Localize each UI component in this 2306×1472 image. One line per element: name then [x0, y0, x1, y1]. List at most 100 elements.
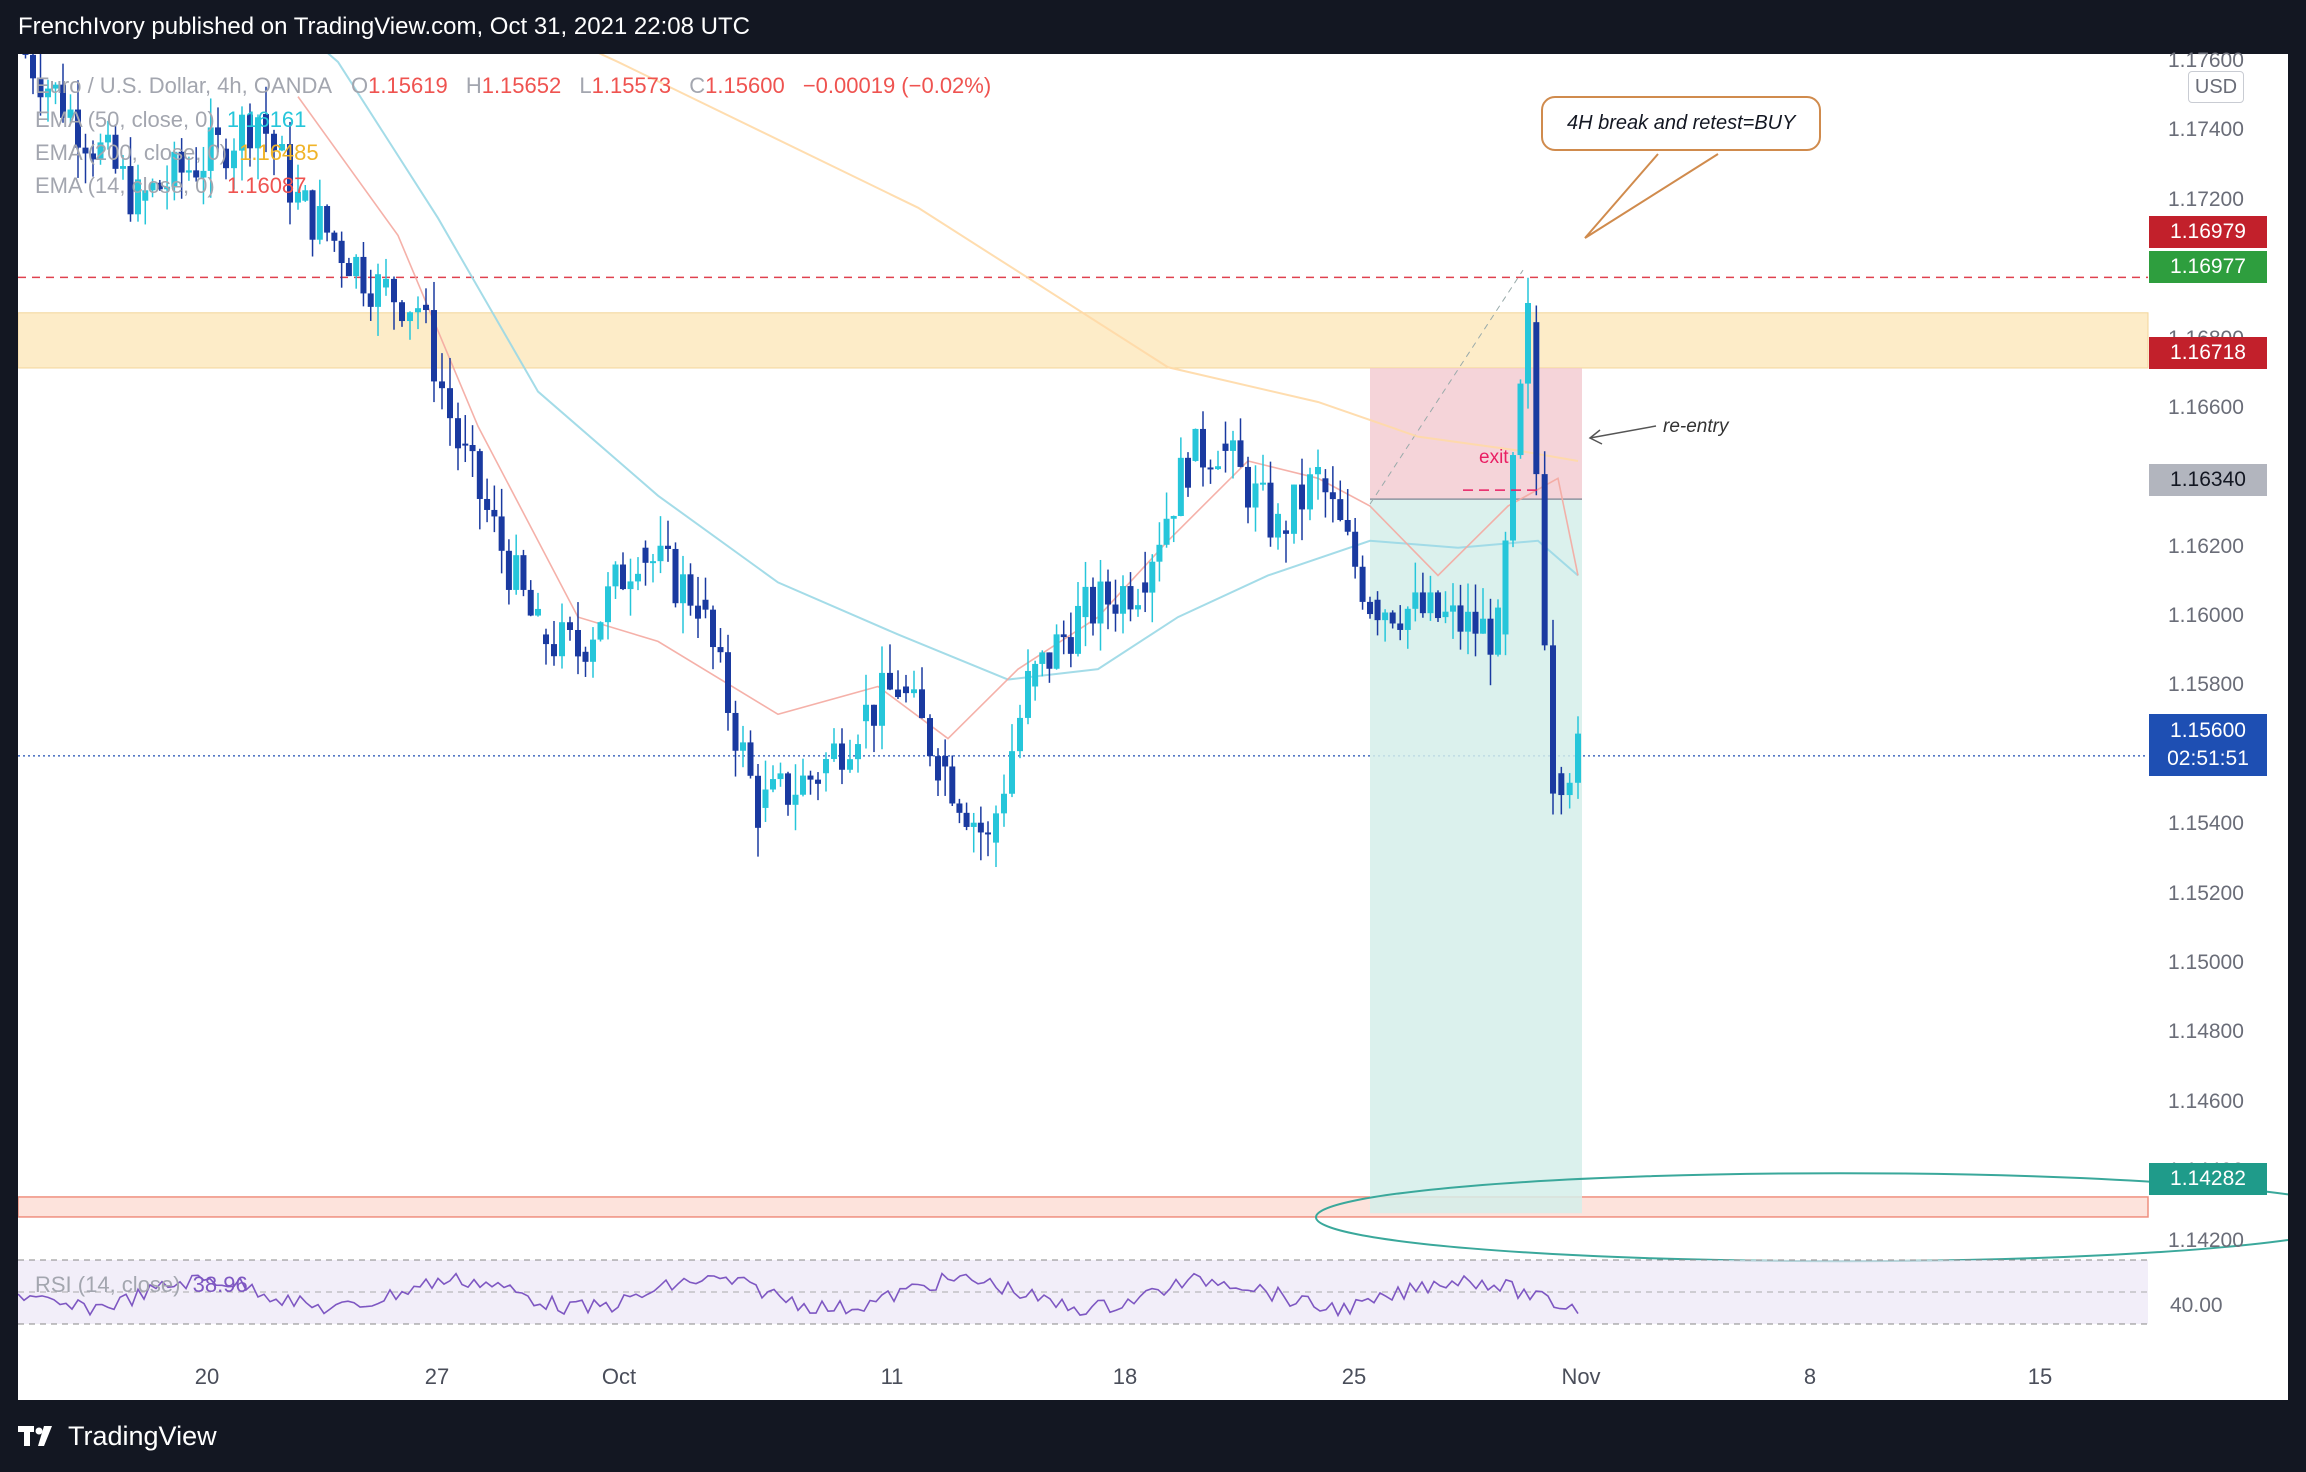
candle-body — [839, 743, 845, 770]
candle-body — [239, 114, 245, 151]
candle-body — [672, 548, 679, 604]
candle-body — [391, 278, 397, 303]
candle-body — [942, 755, 949, 767]
candle-body — [331, 232, 338, 241]
candle-body — [200, 170, 207, 178]
candle-body — [105, 134, 111, 143]
candle-body — [498, 516, 505, 551]
candle-body — [1120, 586, 1126, 614]
candle-body — [710, 609, 716, 648]
candle-body — [1025, 670, 1031, 718]
candle-body — [67, 109, 74, 118]
candle-body — [271, 133, 277, 151]
stop-loss-zone — [1370, 367, 1582, 500]
candle-body — [1517, 383, 1524, 456]
candle-body — [295, 191, 301, 203]
tag-stop-value: 1.16718 — [2170, 341, 2246, 364]
candle-body — [462, 443, 469, 446]
candle-body — [1222, 443, 1229, 451]
candle-body — [1200, 428, 1206, 468]
candle-body — [725, 652, 731, 713]
candle-body — [1082, 586, 1089, 618]
candle-body — [740, 742, 746, 751]
ema200-line — [598, 54, 1579, 462]
time-axis-label: 27 — [424, 1364, 450, 1389]
legend-ema14-row[interactable]: EMA (14, close, 0) 1.16087 — [35, 173, 306, 199]
tradingview-logo-icon — [18, 1422, 58, 1450]
candle-body — [97, 142, 104, 160]
tag-entry: 1.16340 — [2149, 464, 2267, 496]
price-axis-tick: 1.16200 — [2168, 534, 2244, 558]
tag-upper-line-value: 1.16979 — [2170, 220, 2246, 243]
price-axis-tick: 1.17600 — [2168, 48, 2244, 72]
rsi-axis-tick-value: 40.00 — [2170, 1294, 2223, 1317]
candle-body — [75, 109, 81, 148]
candle-body — [45, 88, 51, 98]
candle-body — [755, 775, 761, 828]
candle-body — [1177, 457, 1184, 516]
price-axis-tick: 1.15400 — [2168, 812, 2244, 836]
candle-body — [1510, 455, 1516, 541]
candle-body — [535, 608, 541, 616]
candle-body — [1192, 428, 1199, 461]
candle-body — [135, 179, 141, 215]
legend-rsi-label: RSI (14, close) — [35, 1272, 181, 1297]
callout-annotation[interactable]: 4H break and retest=BUY — [1541, 96, 1822, 151]
candle-body — [575, 629, 581, 657]
candle-body — [687, 574, 694, 606]
tag-target-value: 1.14282 — [2170, 1167, 2246, 1190]
tag-upper-line: 1.16979 — [2149, 216, 2267, 248]
candle-body — [1009, 751, 1015, 794]
candle-body — [1230, 440, 1236, 451]
candle-body — [360, 256, 367, 294]
tag-entry-value: 1.16340 — [2170, 468, 2246, 491]
candle-body — [455, 418, 461, 449]
candle-body — [635, 573, 641, 582]
candle-body — [879, 672, 885, 726]
candle-body — [324, 206, 331, 233]
candle-body — [1060, 634, 1067, 638]
exit-annotation[interactable]: exit — [1479, 447, 1509, 469]
footer-brand[interactable]: TradingView — [0, 1400, 2306, 1472]
currency-label: USD — [2194, 76, 2238, 98]
tag-countdown: 02:51:51 — [2167, 747, 2249, 770]
candle-body — [1541, 474, 1548, 646]
legend-symbol-row: Euro / U.S. Dollar, 4h, OANDA O1.15619 H… — [35, 73, 991, 99]
candle-body — [120, 166, 126, 169]
candle-body — [605, 586, 611, 623]
candle-body — [1283, 530, 1289, 534]
footer-brand-text: TradingView — [68, 1420, 217, 1451]
publish-header: FrenchIvory published on TradingView.com… — [0, 0, 2306, 54]
candle-body — [1075, 605, 1081, 654]
candle-body — [1525, 303, 1531, 384]
candle-body — [82, 147, 89, 154]
candle-body — [231, 150, 237, 169]
candle-body — [1435, 592, 1441, 619]
candle-body — [1039, 652, 1046, 664]
candle-body — [1046, 652, 1053, 669]
chart-canvas[interactable] — [18, 54, 2288, 1400]
candle-body — [871, 704, 877, 726]
candle-body — [847, 759, 853, 770]
currency-button[interactable]: USD — [2188, 71, 2244, 103]
time-axis-label: Oct — [601, 1364, 637, 1389]
candle-body — [1097, 581, 1104, 624]
candle-body — [657, 545, 664, 562]
candle-body — [1566, 782, 1573, 796]
candle-body — [949, 766, 956, 804]
candle-body — [520, 555, 527, 590]
reentry-annotation[interactable]: re-entry — [1663, 416, 1728, 438]
legend-ema14-label: EMA (14, close, 0) — [35, 173, 215, 198]
time-axis-label: 25 — [1341, 1364, 1367, 1389]
candle-body — [52, 84, 59, 89]
price-axis-tick: 1.16000 — [2168, 604, 2244, 628]
candle-body — [279, 144, 285, 151]
legend-ema200-row[interactable]: EMA (200, close, 0) 1.16485 — [35, 140, 319, 166]
candle-body — [1135, 605, 1141, 610]
legend-ema50-row[interactable]: EMA (50, close, 0) 1.16161 — [35, 107, 306, 133]
legend-rsi-row[interactable]: RSI (14, close) 38.96 — [35, 1272, 248, 1298]
candle-body — [156, 182, 163, 190]
price-axis-tick: 1.17400 — [2168, 118, 2244, 142]
candle-body — [399, 302, 405, 322]
chart-area[interactable]: Euro / U.S. Dollar, 4h, OANDA O1.15619 H… — [18, 49, 2288, 1400]
